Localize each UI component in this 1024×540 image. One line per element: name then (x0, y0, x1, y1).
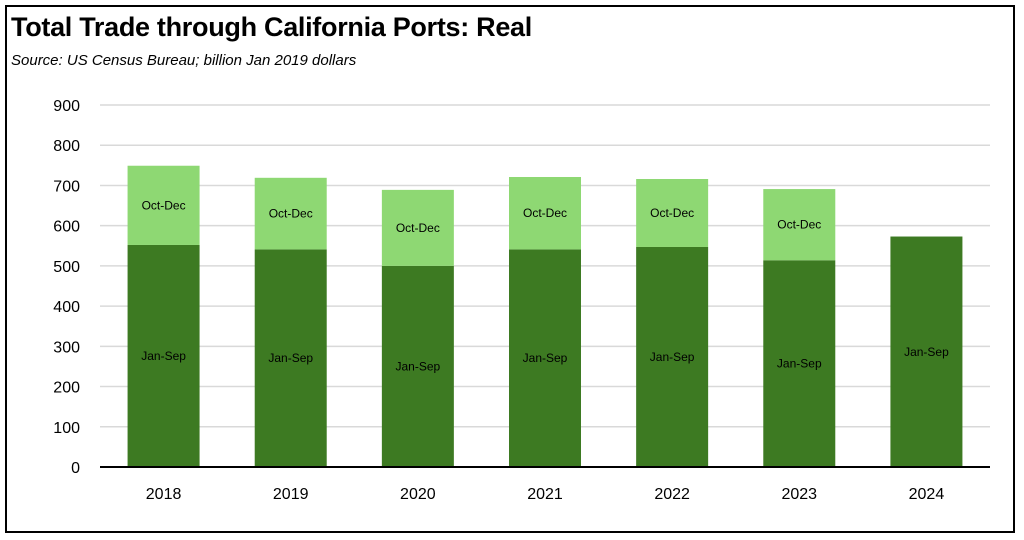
bar-jan-sep-2022 (636, 246, 709, 467)
y-tick-label: 100 (53, 420, 80, 437)
segment-label: Oct-Dec (269, 207, 313, 221)
segment-label: Jan-Sep (396, 359, 441, 373)
segment-labels: Jan-Sep Oct-Dec Jan-Sep Oct-Dec Jan-Sep Oct-D… (141, 198, 949, 373)
y-tick-label: 300 (53, 339, 80, 356)
y-tick-label: 900 (53, 98, 80, 115)
x-tick-label: 2019 (273, 486, 309, 503)
bar-jan-sep-2020 (381, 265, 454, 467)
y-tick-label: 200 (53, 380, 80, 397)
bar-jan-sep-2021 (509, 249, 581, 467)
y-tick-label: 800 (53, 138, 80, 155)
y-tick-label: 600 (53, 219, 80, 236)
y-tick-label: 700 (53, 178, 80, 195)
segment-label: Oct-Dec (650, 206, 694, 220)
segment-label: Oct-Dec (523, 206, 567, 220)
bar-oct-dec-2019 (254, 177, 327, 250)
y-tick-label: 400 (53, 299, 80, 316)
segment-label: Jan-Sep (650, 350, 695, 364)
bar-jan-sep-2023 (763, 260, 836, 467)
chart-title: Total Trade through California Ports: Re… (11, 12, 532, 42)
bar-oct-dec-2018 (127, 165, 200, 245)
segment-label: Oct-Dec (142, 198, 186, 212)
bar-jan-sep-2024 (890, 236, 963, 467)
y-tick-label: 500 (53, 259, 80, 276)
bar-oct-dec-2021 (509, 176, 581, 250)
x-tick-label: 2020 (400, 486, 436, 503)
bar-oct-dec-2023 (763, 189, 836, 261)
bar-jan-sep-2018 (127, 244, 200, 467)
x-tick-label: 2023 (781, 486, 817, 503)
chart-subtitle: Source: US Census Bureau; billion Jan 20… (11, 52, 357, 69)
bar-jan-sep-2019 (254, 249, 327, 467)
segment-label: Jan-Sep (904, 345, 949, 359)
segment-label: Jan-Sep (268, 351, 313, 365)
y-tick-label: 0 (71, 460, 80, 477)
segment-label: Jan-Sep (141, 349, 186, 363)
segment-label: Jan-Sep (777, 357, 822, 371)
x-tick-label: 2024 (909, 486, 945, 503)
segment-label: Jan-Sep (523, 351, 568, 365)
x-tick-label: 2022 (654, 486, 690, 503)
bars (127, 165, 963, 467)
bar-oct-dec-2022 (636, 179, 709, 247)
segment-label: Oct-Dec (777, 218, 821, 232)
x-tick-label: 2018 (146, 486, 182, 503)
x-tick-label: 2021 (527, 486, 563, 503)
axes: 0 100 200 300 400 500 600 700 800 900 2018 2019 2020… (53, 98, 990, 503)
segment-label: Oct-Dec (396, 221, 440, 235)
bar-oct-dec-2020 (381, 189, 454, 266)
